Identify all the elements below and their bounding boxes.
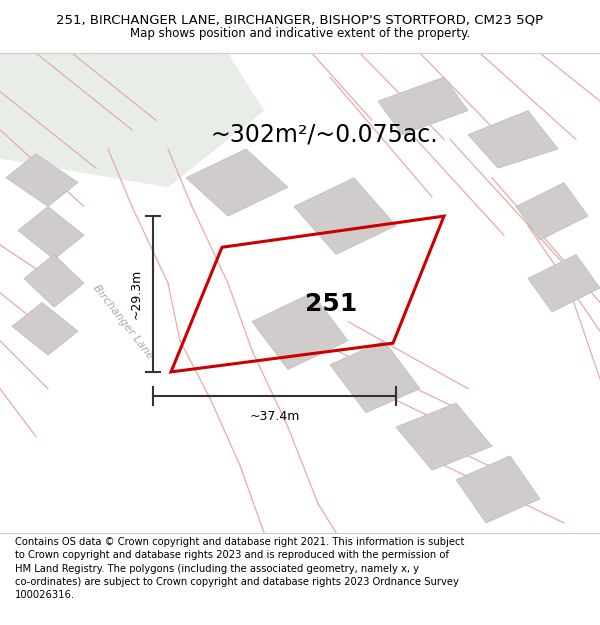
Polygon shape: [0, 53, 264, 187]
Text: ~302m²/~0.075ac.: ~302m²/~0.075ac.: [210, 122, 438, 147]
Text: ~29.3m: ~29.3m: [129, 269, 142, 319]
Polygon shape: [6, 154, 78, 206]
Text: 251, BIRCHANGER LANE, BIRCHANGER, BISHOP'S STORTFORD, CM23 5QP: 251, BIRCHANGER LANE, BIRCHANGER, BISHOP…: [56, 13, 544, 26]
Polygon shape: [18, 206, 84, 259]
Text: Map shows position and indicative extent of the property.: Map shows position and indicative extent…: [130, 27, 470, 40]
Polygon shape: [12, 302, 78, 355]
Text: ~37.4m: ~37.4m: [250, 410, 299, 423]
Polygon shape: [252, 292, 348, 369]
Text: Contains OS data © Crown copyright and database right 2021. This information is : Contains OS data © Crown copyright and d…: [15, 537, 464, 600]
Polygon shape: [186, 149, 288, 216]
Polygon shape: [378, 77, 468, 134]
Polygon shape: [528, 254, 600, 312]
Polygon shape: [456, 456, 540, 523]
Polygon shape: [330, 341, 420, 412]
Polygon shape: [396, 403, 492, 470]
Polygon shape: [516, 182, 588, 240]
Text: Birchanger Lane: Birchanger Lane: [91, 282, 155, 361]
Polygon shape: [24, 254, 84, 308]
Polygon shape: [468, 111, 558, 168]
Polygon shape: [294, 177, 396, 254]
Text: 251: 251: [305, 292, 358, 316]
